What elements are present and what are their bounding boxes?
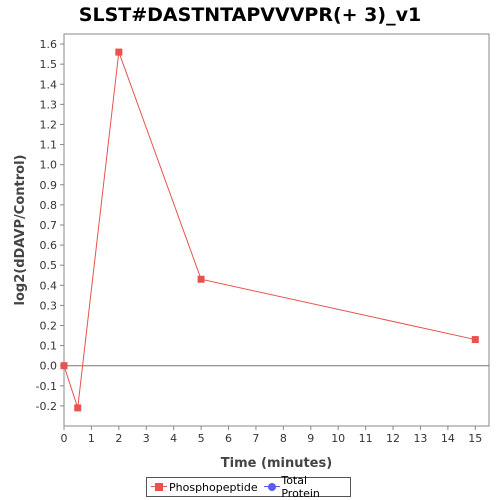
y-tick-label: 0.9 (40, 179, 58, 192)
x-tick-label: 8 (280, 432, 287, 445)
y-axis-label: log2(dDAVP/Control) (13, 155, 28, 306)
y-tick-label: 0.1 (40, 340, 58, 353)
data-point (115, 48, 123, 56)
x-axis: 0 1 2 3 4 5 6 7 8 9 10 11 12 13 14 15 (61, 426, 482, 445)
y-tick-label: 1.1 (40, 139, 58, 152)
x-tick-label: 4 (170, 432, 177, 445)
y-tick-label: -0.2 (36, 400, 57, 413)
y-tick-label: 0.4 (40, 279, 58, 292)
x-tick-label: 11 (359, 432, 373, 445)
y-tick-label: 0.8 (40, 199, 58, 212)
legend-label-phosphopeptide: Phosphopeptide (169, 480, 258, 494)
legend-item-phosphopeptide: Phosphopeptide (151, 481, 258, 494)
x-tick-label: 5 (198, 432, 205, 445)
x-tick-label: 10 (331, 432, 345, 445)
data-point (471, 336, 479, 344)
legend: Phosphopeptide Total Protein (146, 474, 351, 500)
data-point (197, 275, 205, 283)
y-tick-label: 0.3 (40, 299, 58, 312)
x-tick-label: 6 (225, 432, 232, 445)
legend-label-total-protein: Total Protein (281, 474, 320, 500)
y-tick-label: 1.0 (40, 159, 58, 172)
series-line-phosphopeptide (63, 51, 476, 409)
x-tick-label: 13 (413, 432, 427, 445)
x-axis-label: Time (minutes) (221, 456, 332, 471)
y-tick-label: 1.2 (40, 118, 58, 131)
y-tick-label: 0.0 (40, 360, 58, 373)
chart-title: SLST#DASTNTAPVVVPR(+ 3)_v1 (78, 4, 422, 26)
y-tick-label: 0.5 (40, 259, 58, 272)
x-tick-label: 14 (441, 432, 455, 445)
x-tick-label: 9 (307, 432, 314, 445)
x-tick-label: 3 (143, 432, 150, 445)
y-tick-label: 1.6 (40, 38, 58, 51)
y-tick-label: 0.7 (40, 219, 58, 232)
legend-swatch-square-icon (151, 482, 167, 492)
legend-item-total-protein: Total Protein (263, 474, 348, 500)
data-point (74, 404, 82, 412)
x-tick-label: 2 (115, 432, 122, 445)
y-tick-label: 1.5 (40, 58, 58, 71)
data-point (60, 362, 68, 370)
x-tick-label: 7 (252, 432, 259, 445)
x-tick-label: 12 (386, 432, 400, 445)
legend-swatch-circle-icon (263, 482, 280, 492)
y-tick-label: 1.4 (40, 78, 58, 91)
series-layer (60, 48, 479, 412)
x-tick-label: 0 (61, 432, 68, 445)
y-tick-label: -0.1 (36, 380, 57, 393)
x-tick-label: 15 (468, 432, 482, 445)
y-tick-label: 0.6 (40, 239, 58, 252)
y-axis: -0.2 -0.1 0.0 0.1 0.2 0.3 0.4 0.5 0.6 0.7 0.8 0.9 1.… (36, 38, 64, 413)
x-tick-label: 1 (88, 432, 95, 445)
y-tick-label: 0.2 (40, 319, 58, 332)
y-tick-label: 1.3 (40, 98, 58, 111)
plot-area (63, 33, 490, 427)
